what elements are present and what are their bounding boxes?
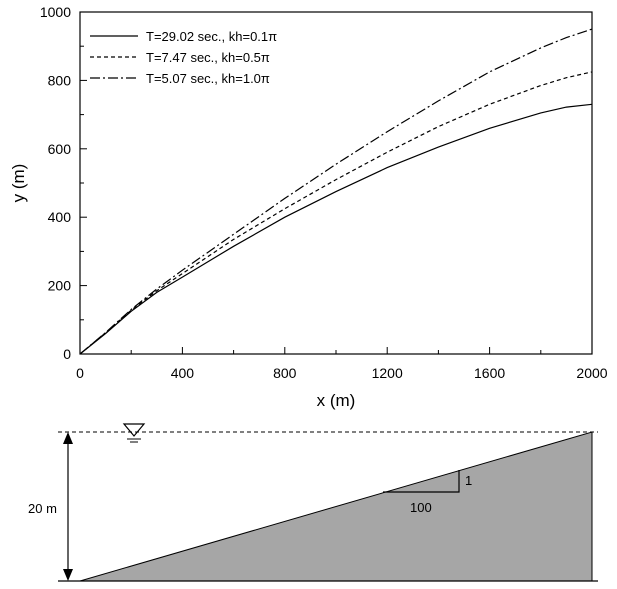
sloping-seabed <box>79 431 593 582</box>
x-tick-label: 800 <box>273 365 297 381</box>
water-level-symbol-icon <box>122 423 146 437</box>
y-axis-title: y (m) <box>9 164 28 203</box>
x-axis-ticks: 0 400 800 1200 1600 2000 <box>76 347 608 381</box>
slope-triangle <box>383 470 460 493</box>
series-line-2 <box>79 71 593 355</box>
depth-arrow-head-top <box>63 432 73 444</box>
series-lines <box>79 28 593 355</box>
x-tick-label: 1600 <box>474 365 505 381</box>
x-tick-label: 2000 <box>576 365 607 381</box>
y-tick-label: 200 <box>48 278 72 294</box>
slope-run-label: 100 <box>410 500 432 515</box>
legend-label-series-3: T=5.07 sec., kh=1.0π <box>146 71 270 86</box>
x-tick-label: 0 <box>76 365 84 381</box>
slope-rise-label: 1 <box>465 473 472 488</box>
legend: T=29.02 sec., kh=0.1π T=7.47 sec., kh=0.… <box>90 29 277 86</box>
x-axis-title: x (m) <box>317 391 356 410</box>
series-line-3 <box>79 28 593 355</box>
x-tick-label: 1200 <box>372 365 403 381</box>
y-tick-label: 800 <box>48 72 72 88</box>
series-line-1 <box>79 103 593 355</box>
legend-label-series-1: T=29.02 sec., kh=0.1π <box>146 29 277 44</box>
depth-arrow-head-bottom <box>63 569 73 581</box>
y-tick-label: 0 <box>63 346 71 362</box>
y-tick-label: 600 <box>48 141 72 157</box>
y-tick-label: 400 <box>48 209 72 225</box>
x-tick-label: 400 <box>171 365 195 381</box>
legend-label-series-2: T=7.47 sec., kh=0.5π <box>146 50 270 65</box>
bathymetry-diagram: 20 m 1 100 <box>28 423 598 582</box>
y-axis-ticks: 0 200 400 600 800 1000 <box>40 4 87 362</box>
y-tick-label: 1000 <box>40 4 71 20</box>
depth-label: 20 m <box>28 501 57 516</box>
